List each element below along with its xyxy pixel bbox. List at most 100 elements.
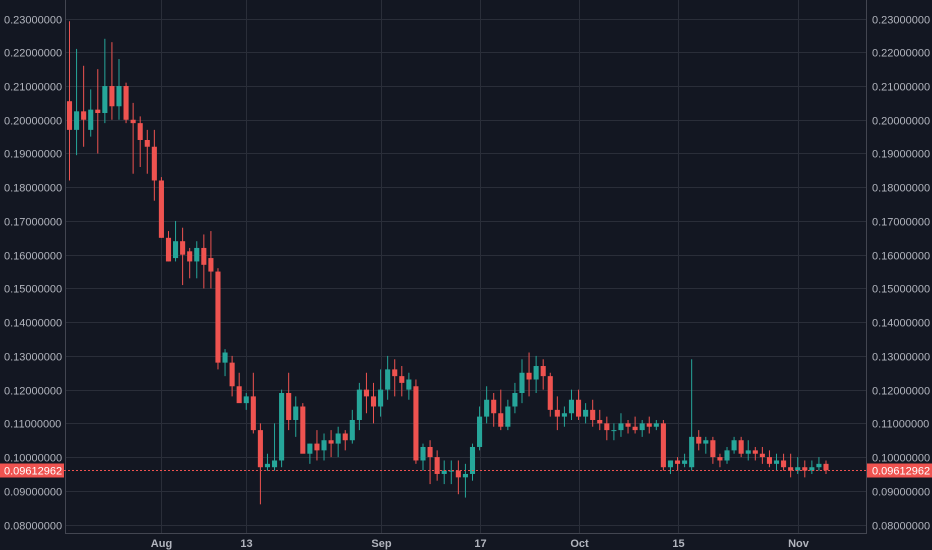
candle[interactable] bbox=[597, 409, 603, 431]
candle[interactable] bbox=[286, 372, 292, 431]
candle[interactable] bbox=[187, 247, 193, 279]
candle[interactable] bbox=[293, 396, 299, 437]
candle[interactable] bbox=[759, 446, 765, 464]
candle[interactable] bbox=[554, 396, 560, 431]
candle[interactable] bbox=[441, 460, 447, 485]
candle[interactable] bbox=[95, 69, 101, 154]
candle[interactable] bbox=[809, 460, 815, 474]
candle[interactable] bbox=[307, 443, 313, 464]
candle[interactable] bbox=[519, 359, 525, 404]
candle[interactable] bbox=[328, 430, 334, 458]
candle[interactable] bbox=[271, 423, 278, 471]
candle[interactable] bbox=[427, 440, 433, 485]
candle[interactable] bbox=[123, 82, 129, 124]
candle[interactable] bbox=[455, 460, 461, 495]
candle[interactable] bbox=[576, 389, 582, 420]
candle[interactable] bbox=[321, 433, 327, 461]
candle[interactable] bbox=[370, 382, 377, 424]
candle[interactable] bbox=[194, 241, 200, 279]
candle[interactable] bbox=[109, 42, 115, 120]
candle[interactable] bbox=[547, 372, 553, 417]
candle[interactable] bbox=[222, 349, 228, 377]
candle[interactable] bbox=[724, 446, 730, 464]
candle[interactable] bbox=[250, 372, 256, 434]
candle[interactable] bbox=[173, 220, 179, 262]
candle[interactable] bbox=[660, 419, 666, 471]
candle[interactable] bbox=[505, 399, 511, 431]
candle[interactable] bbox=[561, 406, 567, 427]
candle[interactable] bbox=[434, 450, 440, 481]
candle[interactable] bbox=[314, 430, 320, 461]
candle[interactable] bbox=[717, 453, 723, 468]
candle[interactable] bbox=[773, 453, 780, 471]
candle[interactable] bbox=[625, 419, 631, 434]
x-axis[interactable]: Aug 13 Sep 17 Oct 15 Nov bbox=[151, 538, 810, 550]
candle[interactable] bbox=[618, 413, 624, 437]
candle[interactable] bbox=[349, 409, 355, 444]
candle[interactable] bbox=[356, 382, 362, 431]
candle[interactable] bbox=[130, 102, 136, 174]
candle[interactable] bbox=[667, 460, 674, 474]
candle[interactable] bbox=[568, 389, 575, 420]
candle[interactable] bbox=[88, 89, 94, 137]
candle[interactable] bbox=[335, 426, 341, 458]
candle[interactable] bbox=[116, 59, 122, 120]
candle[interactable] bbox=[180, 227, 186, 286]
candle[interactable] bbox=[639, 419, 645, 437]
candle[interactable] bbox=[74, 48, 80, 156]
y-axis-right[interactable]: 0.08000000 0.09000000 0.10000000 0.11000000… bbox=[872, 15, 930, 533]
candle[interactable] bbox=[363, 372, 369, 414]
candle[interactable] bbox=[236, 372, 242, 404]
candle[interactable] bbox=[781, 453, 787, 471]
candle[interactable] bbox=[201, 234, 207, 289]
candle[interactable] bbox=[696, 430, 702, 451]
candle[interactable] bbox=[300, 403, 306, 454]
candle[interactable] bbox=[406, 372, 412, 400]
candle[interactable] bbox=[646, 416, 652, 434]
candle[interactable] bbox=[491, 393, 497, 427]
candle[interactable] bbox=[208, 231, 214, 289]
candle[interactable] bbox=[477, 406, 483, 451]
candle[interactable] bbox=[413, 379, 419, 464]
candle[interactable] bbox=[795, 457, 801, 474]
candle[interactable] bbox=[81, 65, 87, 147]
candle[interactable] bbox=[674, 457, 681, 471]
candle[interactable] bbox=[342, 430, 348, 451]
candle[interactable] bbox=[469, 443, 476, 481]
candle[interactable] bbox=[745, 440, 751, 461]
candle[interactable] bbox=[399, 366, 405, 397]
candle[interactable] bbox=[738, 436, 744, 458]
candle[interactable] bbox=[279, 389, 285, 468]
candle[interactable] bbox=[215, 268, 221, 370]
candle[interactable] bbox=[448, 460, 454, 485]
candle[interactable] bbox=[498, 389, 504, 431]
candle[interactable] bbox=[165, 231, 172, 262]
candle[interactable] bbox=[484, 386, 490, 424]
candle[interactable] bbox=[710, 436, 716, 464]
candle[interactable] bbox=[611, 423, 617, 441]
candle[interactable] bbox=[144, 129, 150, 174]
candle[interactable] bbox=[604, 416, 610, 441]
y-axis-left[interactable]: 0.08000000 0.09000000 0.10000000 0.11000000… bbox=[4, 15, 62, 533]
candle[interactable] bbox=[788, 453, 794, 478]
candle[interactable] bbox=[766, 450, 772, 468]
candle[interactable] bbox=[590, 399, 596, 427]
candle[interactable] bbox=[385, 355, 391, 400]
candle[interactable] bbox=[816, 457, 822, 471]
candle[interactable] bbox=[632, 416, 638, 434]
candle[interactable] bbox=[653, 419, 659, 431]
candle[interactable] bbox=[420, 443, 426, 471]
candle[interactable] bbox=[229, 355, 235, 397]
candle[interactable] bbox=[137, 116, 143, 167]
candle[interactable] bbox=[257, 423, 263, 505]
candle[interactable] bbox=[392, 359, 398, 397]
candle[interactable] bbox=[378, 369, 384, 417]
candle[interactable] bbox=[243, 393, 249, 410]
candle[interactable] bbox=[682, 453, 688, 468]
candle[interactable] bbox=[533, 355, 539, 394]
candle[interactable] bbox=[151, 129, 157, 201]
candle[interactable] bbox=[158, 177, 164, 238]
candle[interactable] bbox=[512, 382, 518, 414]
candle[interactable] bbox=[66, 21, 73, 181]
